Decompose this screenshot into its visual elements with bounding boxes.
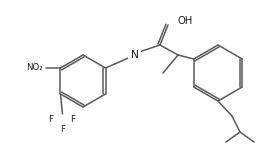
Text: OH: OH xyxy=(178,16,193,26)
Text: F: F xyxy=(48,115,53,123)
Text: F: F xyxy=(60,125,65,133)
Text: F: F xyxy=(70,115,75,123)
Text: NO₂: NO₂ xyxy=(26,64,43,72)
Text: N: N xyxy=(131,50,139,60)
